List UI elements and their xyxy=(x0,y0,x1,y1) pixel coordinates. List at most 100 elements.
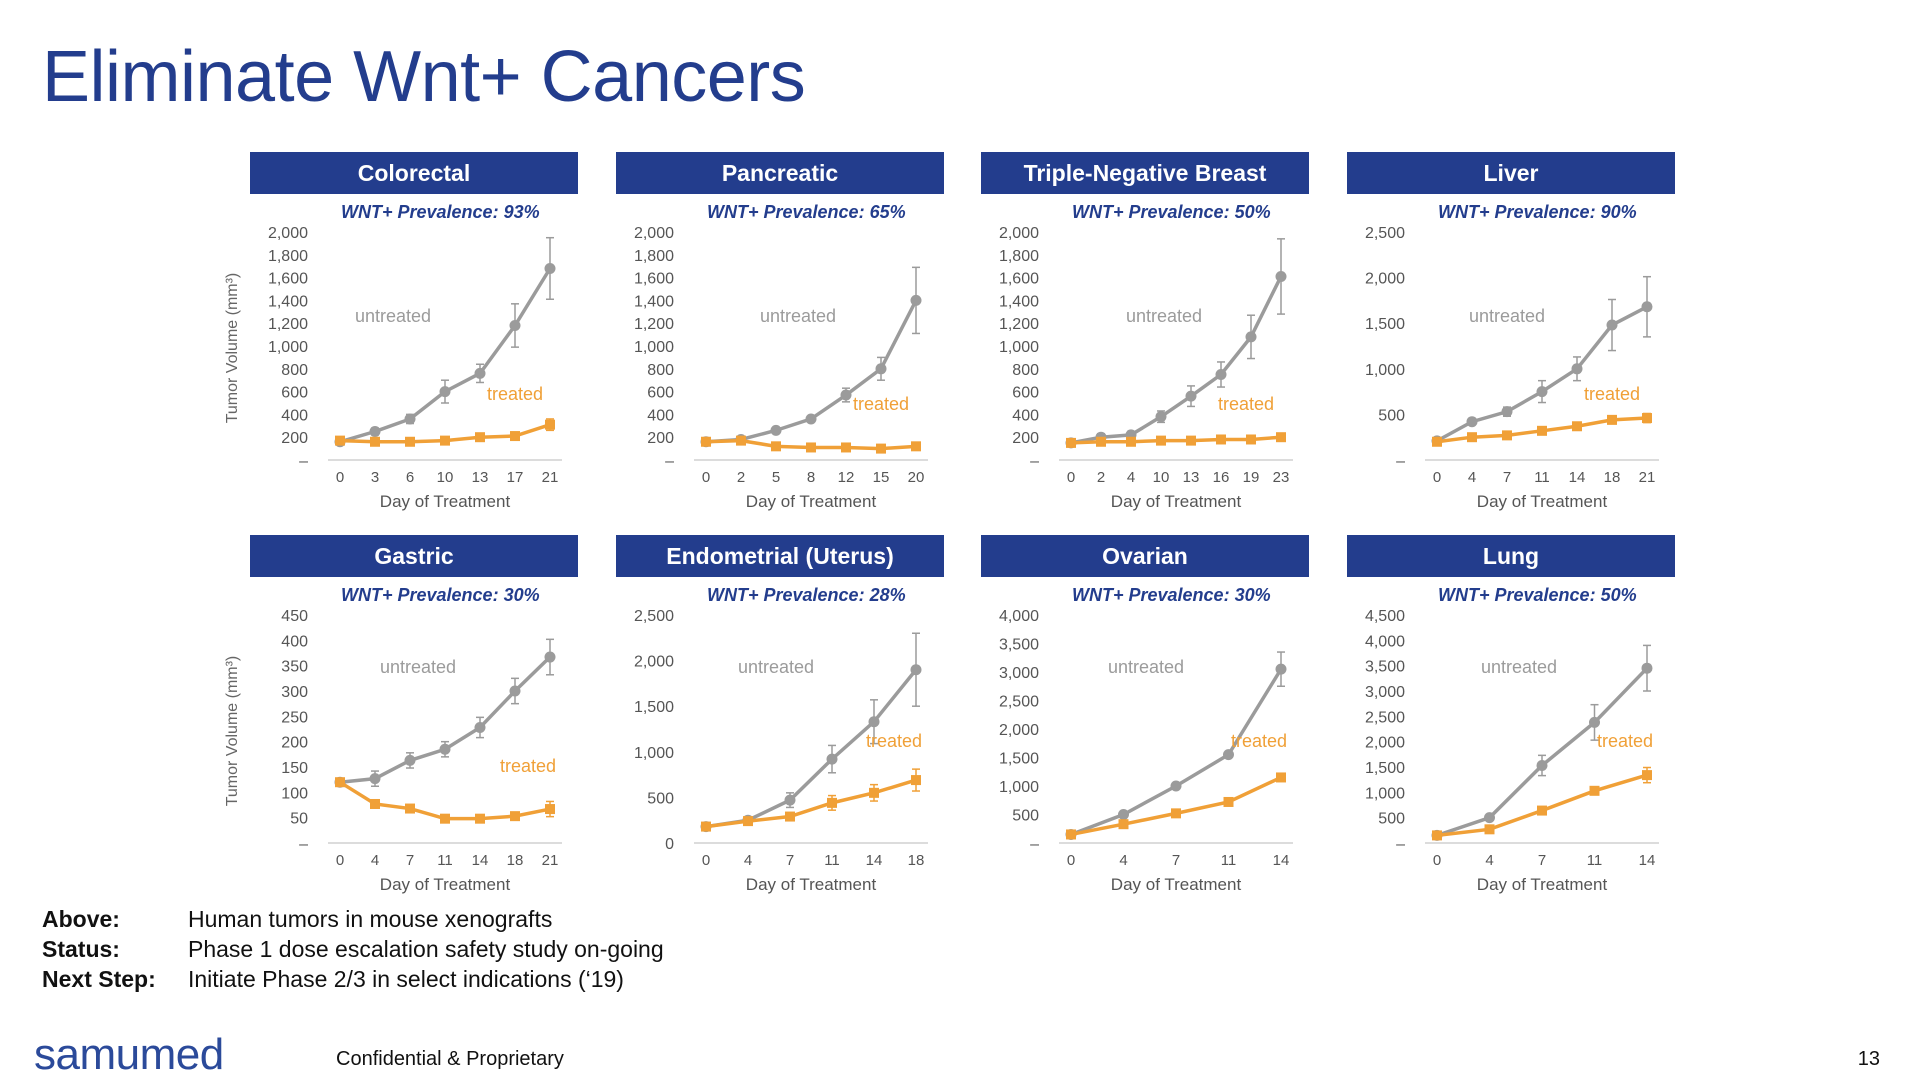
y-tick-label: – xyxy=(299,453,308,470)
series-label-untreated: untreated xyxy=(1108,657,1184,677)
note-next-step: Next Step: Initiate Phase 2/3 in select … xyxy=(42,964,664,994)
chart-title: Ovarian xyxy=(981,535,1309,577)
data-point xyxy=(1275,270,1287,282)
y-tick-label: 300 xyxy=(281,684,308,701)
y-tick-label: 3,500 xyxy=(1365,659,1405,676)
y-tick-label: 1,500 xyxy=(1365,760,1405,777)
x-axis-label: Day of Treatment xyxy=(380,875,511,894)
series-label-untreated: untreated xyxy=(380,657,456,677)
data-point xyxy=(910,294,922,306)
y-tick-label: 4,500 xyxy=(1365,608,1405,625)
data-point xyxy=(544,651,556,663)
data-point xyxy=(1537,425,1547,436)
x-tick-label: 21 xyxy=(542,852,559,869)
data-point xyxy=(736,435,746,446)
x-tick-label: 23 xyxy=(1273,469,1290,486)
note-status: Status: Phase 1 dose escalation safety s… xyxy=(42,934,664,964)
series-label-treated: treated xyxy=(866,731,922,751)
data-point xyxy=(1276,432,1286,443)
data-point xyxy=(1501,406,1513,418)
chart-subtitle: WNT+ Prevalence: 30% xyxy=(1072,585,1271,605)
x-tick-label: 21 xyxy=(542,469,559,486)
y-tick-label: 2,000 xyxy=(634,225,674,242)
data-point xyxy=(868,716,880,728)
chart-title: Triple-Negative Breast xyxy=(981,152,1309,194)
series-label-treated: treated xyxy=(853,394,909,414)
series-label-untreated: untreated xyxy=(1469,306,1545,326)
y-tick-label: 450 xyxy=(281,608,308,625)
data-point xyxy=(841,442,851,453)
note-value: Human tumors in mouse xenografts xyxy=(188,906,553,932)
y-tick-label: 400 xyxy=(281,633,308,650)
data-point xyxy=(1642,413,1652,424)
chart-panel: Colorectal WNT+ Prevalence: 93% – 200 400 600… xyxy=(224,152,700,522)
x-tick-label: 14 xyxy=(472,852,489,869)
x-tick-label: 11 xyxy=(1587,852,1603,869)
y-tick-label: 1,800 xyxy=(634,248,674,265)
series-line xyxy=(339,267,552,444)
y-tick-label: 1,000 xyxy=(1365,362,1405,379)
y-tick-label: 400 xyxy=(281,407,308,424)
x-tick-label: 18 xyxy=(908,852,925,869)
data-point xyxy=(370,436,380,447)
y-tick-label: 150 xyxy=(281,760,308,777)
x-tick-label: 0 xyxy=(336,852,344,869)
chart-panel: Endometrial (Uterus) WNT+ Prevalence: 28%… xyxy=(616,535,1066,905)
y-tick-label: 1,000 xyxy=(999,339,1039,356)
data-point xyxy=(1118,819,1129,830)
y-axis-label: Tumor Volume (mm³) xyxy=(224,656,241,807)
x-tick-label: 15 xyxy=(873,469,890,486)
data-point xyxy=(509,319,521,331)
data-point xyxy=(876,443,886,454)
x-tick-label: 2 xyxy=(737,469,745,486)
data-point xyxy=(1572,421,1582,432)
x-tick-label: 7 xyxy=(1503,469,1511,486)
chart-subtitle: WNT+ Prevalence: 90% xyxy=(1438,202,1637,222)
x-tick-label: 0 xyxy=(1433,852,1441,869)
x-tick-label: 2 xyxy=(1097,469,1105,486)
chart-panel: Gastric WNT+ Prevalence: 30% – 50 100 150 200 2… xyxy=(224,535,700,905)
data-point xyxy=(840,389,852,401)
chart-panel: Pancreatic WNT+ Prevalence: 65% –200 400 600… xyxy=(616,152,1066,522)
series-label-treated: treated xyxy=(1218,394,1274,414)
x-tick-label: 14 xyxy=(866,852,883,869)
data-point xyxy=(1171,808,1181,819)
y-tick-label: 50 xyxy=(290,811,308,828)
x-tick-label: 7 xyxy=(1172,852,1180,869)
x-axis-label: Day of Treatment xyxy=(1477,875,1608,894)
data-point xyxy=(1606,319,1618,331)
note-value: Phase 1 dose escalation safety study on-… xyxy=(188,936,664,962)
confidential-label: Confidential & Proprietary xyxy=(336,1048,564,1070)
data-point xyxy=(1096,436,1106,447)
y-tick-label: 800 xyxy=(281,362,308,379)
x-tick-label: 5 xyxy=(772,469,780,486)
y-tick-label: 0 xyxy=(665,836,674,853)
data-point xyxy=(1118,809,1129,820)
y-tick-label: 600 xyxy=(1012,385,1039,402)
data-point xyxy=(1275,663,1287,675)
series-label-untreated: untreated xyxy=(1126,306,1202,326)
x-tick-label: 13 xyxy=(472,469,489,486)
y-tick-label: 1,400 xyxy=(268,293,308,310)
y-tick-label: 800 xyxy=(647,362,674,379)
data-point xyxy=(1641,662,1653,674)
data-point xyxy=(1066,829,1076,840)
y-tick-label: 1,200 xyxy=(634,316,674,333)
data-point xyxy=(1484,812,1495,824)
data-point xyxy=(910,664,922,676)
y-tick-label: 350 xyxy=(281,659,308,676)
data-point xyxy=(475,432,485,443)
chart-title: Liver xyxy=(1347,152,1675,194)
data-point xyxy=(1502,430,1512,441)
data-point xyxy=(827,797,837,808)
chart-panel: Liver WNT+ Prevalence: 90% – 500 1,000 1,500 2… xyxy=(1347,152,1797,522)
data-point xyxy=(439,386,451,398)
x-tick-label: 0 xyxy=(1067,469,1075,486)
x-tick-label: 11 xyxy=(437,852,453,869)
y-tick-label: 100 xyxy=(281,785,308,802)
series-line xyxy=(705,778,917,829)
x-tick-label: 14 xyxy=(1639,852,1656,869)
chart-panel: Lung WNT+ Prevalence: 50% – 500 1,000 1,500 2,… xyxy=(1347,535,1797,905)
data-point xyxy=(440,435,450,446)
y-tick-label: 1,200 xyxy=(999,316,1039,333)
